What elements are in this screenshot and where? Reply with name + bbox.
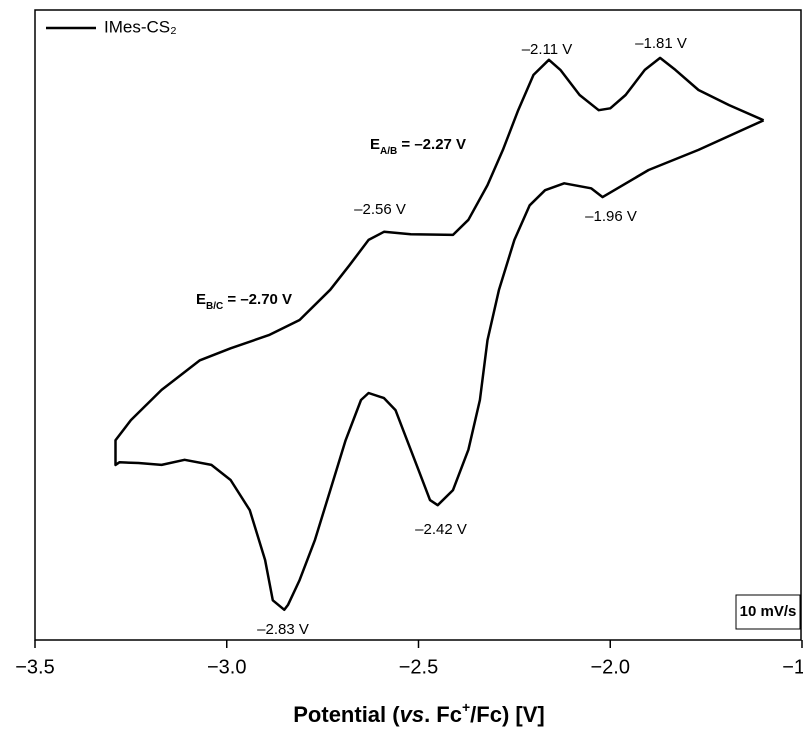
peak-label: –2.42 V (415, 521, 467, 538)
scan-rate: 10 mV/s (740, 603, 797, 620)
potential-symbol: E (196, 291, 206, 308)
potential-label: EA/B = –2.27 V (370, 136, 466, 157)
x-label-part: /Fc) [V] (470, 702, 545, 727)
x-tick-label: −1.5 (782, 656, 803, 678)
peak-label: –2.56 V (354, 201, 406, 218)
plot-frame (34, 9, 802, 641)
x-tick-label: −2.0 (591, 656, 630, 678)
cv-curve (114, 56, 765, 612)
legend-label: IMes-CS₂ (104, 17, 177, 36)
potential-value: = –2.70 V (223, 291, 292, 308)
potential-subscript: B/C (206, 301, 223, 312)
peak-label: –2.83 V (257, 621, 309, 638)
x-axis-label: Potential (vs. Fc+/Fc) [V] (293, 699, 544, 727)
potential-subscript: A/B (380, 146, 397, 157)
x-tick-label: −3.5 (15, 656, 54, 678)
x-label-part: + (462, 699, 470, 715)
peak-label: –1.81 V (635, 35, 687, 52)
x-label-part: Potential ( (293, 702, 400, 727)
x-tick-label: −2.5 (399, 656, 438, 678)
potential-label: EB/C = –2.70 V (196, 291, 292, 312)
peak-label: –2.11 V (522, 41, 573, 58)
potential-value: = –2.27 V (397, 136, 466, 153)
potential-symbol: E (370, 136, 380, 153)
x-tick-label: −3.0 (207, 656, 246, 678)
x-label-part: . Fc (424, 702, 462, 727)
peak-label: –1.96 V (585, 208, 637, 225)
scan-rate-box (735, 594, 801, 630)
x-label-part: vs (400, 702, 424, 727)
